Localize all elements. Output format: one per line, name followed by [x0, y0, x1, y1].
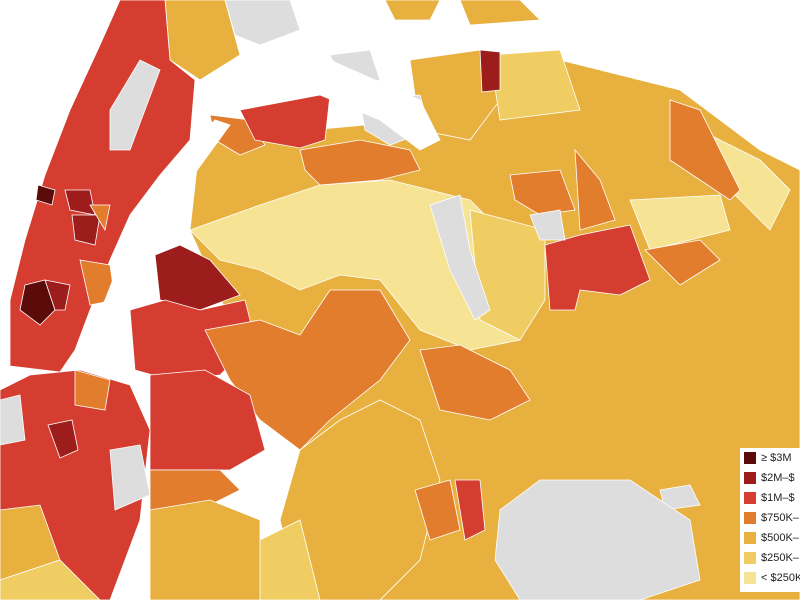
region: [494, 479, 701, 600]
region: [0, 559, 101, 600]
region: [629, 194, 731, 251]
region: [459, 0, 541, 26]
region: [35, 184, 56, 206]
legend-swatch: [744, 532, 756, 544]
region: [47, 419, 79, 459]
region: [224, 0, 301, 46]
region: [669, 99, 741, 201]
legend-swatch: [744, 512, 756, 524]
region: [574, 148, 616, 231]
region: [529, 209, 566, 241]
region: [109, 444, 151, 511]
region: [414, 479, 461, 541]
legend-swatch: [744, 452, 756, 464]
legend-label: $250K–: [761, 552, 800, 564]
region: [419, 344, 531, 421]
region: [479, 49, 501, 93]
region: [454, 479, 486, 541]
region: [429, 194, 491, 321]
legend-swatch: [744, 572, 756, 584]
region: [74, 369, 111, 411]
region: [299, 139, 421, 186]
legend-label: $1M–$: [761, 492, 795, 504]
region: [0, 394, 26, 446]
region: [71, 214, 101, 246]
legend-label: $2M–$: [761, 472, 795, 484]
legend-label: < $250K: [761, 572, 800, 584]
legend: ≥ $3M $2M–$ $1M–$ $750K– $500K– $250K– < $250K: [740, 448, 800, 592]
region: [89, 204, 111, 232]
legend-label: $750K–: [761, 512, 800, 524]
region: [154, 244, 241, 311]
river: [69, 119, 231, 371]
legend-label: $500K–: [761, 532, 800, 544]
region: [544, 224, 651, 311]
region: [489, 49, 581, 121]
region: [384, 0, 441, 21]
legend-swatch: [744, 492, 756, 504]
legend-label: ≥ $3M: [761, 452, 792, 464]
region: [19, 279, 56, 326]
legend-swatch: [744, 552, 756, 564]
region: [109, 59, 161, 151]
legend-swatch: [744, 472, 756, 484]
river: [199, 59, 441, 151]
region: [149, 469, 241, 511]
region: [644, 239, 721, 286]
region: [149, 499, 261, 600]
region: [44, 279, 71, 311]
